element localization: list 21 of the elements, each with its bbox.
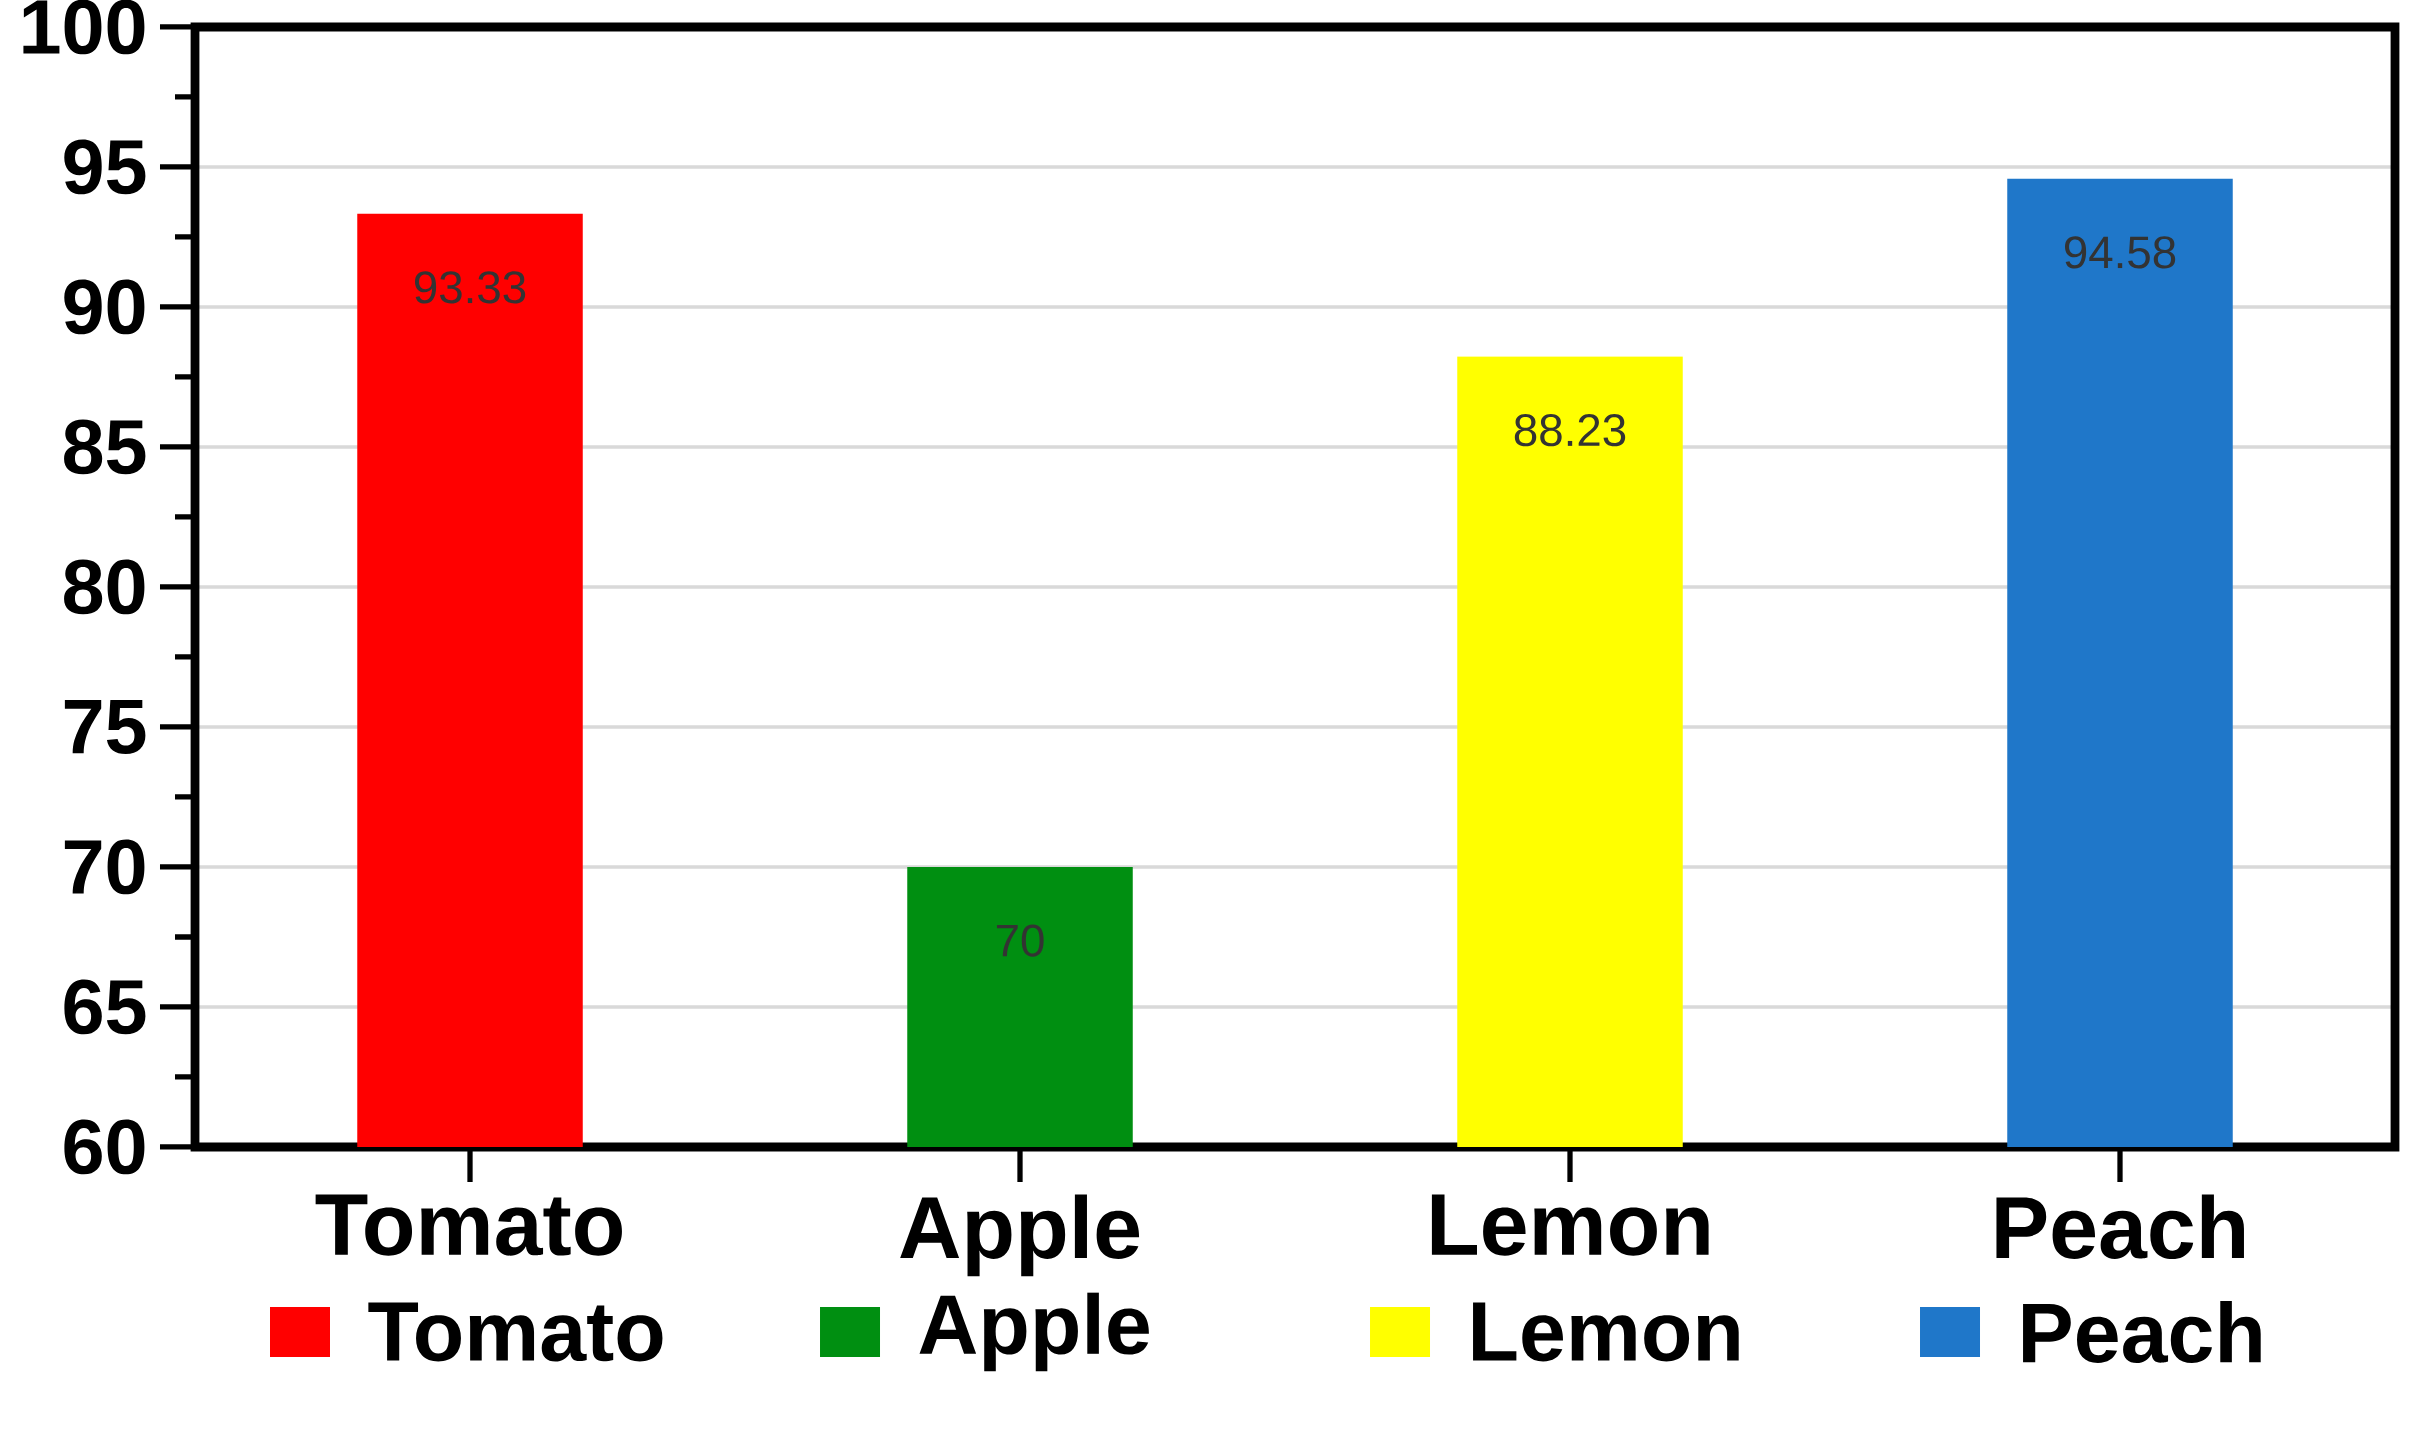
y-tick-label: 60	[64, 1119, 145, 1175]
x-tick-label: Lemon	[1431, 1194, 1709, 1256]
y-tick-label: 80	[64, 559, 145, 615]
data-label: 70	[996, 924, 1044, 957]
data-label: 93.33	[414, 271, 526, 304]
legend-label: Apple	[919, 1292, 1149, 1372]
y-tick-label: 85	[64, 419, 146, 475]
y-tick-label: 100	[23, 0, 145, 55]
data-label: 94.58	[2064, 236, 2176, 269]
legend-label: Lemon	[1473, 1302, 1739, 1362]
y-tick-label: 75	[64, 700, 146, 754]
y-tick-label: 90	[64, 279, 145, 335]
x-tick-label: Tomato	[315, 1194, 622, 1256]
x-tick-label: Peach	[1996, 1194, 2244, 1259]
x-tick-label: Apple	[900, 1194, 1140, 1277]
y-tick-label: 70	[64, 839, 145, 895]
legend-label: Tomato	[368, 1302, 663, 1362]
data-label: 88.23	[1514, 413, 1626, 447]
y-tick-label: 95	[64, 139, 146, 195]
y-tick-label: 65	[64, 979, 146, 1035]
legend-label: Peach	[2023, 1301, 2261, 1363]
